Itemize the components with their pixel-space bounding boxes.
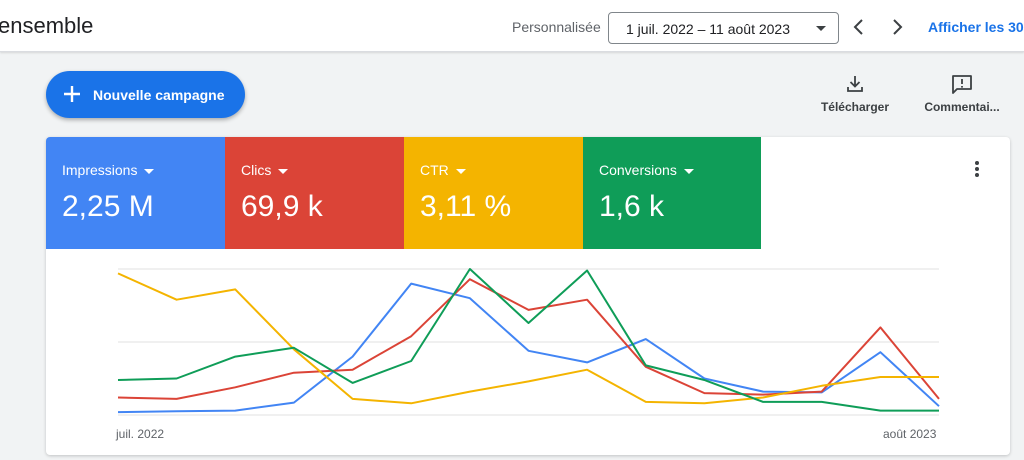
metric-name: Conversions	[599, 162, 677, 178]
metric-value: 1,6 k	[599, 190, 665, 223]
top-bar: ensemble Personnalisée 1 juil. 2022 – 11…	[0, 0, 1024, 52]
chevron-right-icon	[893, 19, 903, 35]
download-label: Télécharger	[820, 100, 890, 114]
x-tick-label-end: août 2023	[883, 427, 937, 441]
metric-impressions[interactable]: Impressions 2,25 M	[46, 137, 225, 249]
date-range-value: 1 juil. 2022 – 11 août 2023	[626, 21, 790, 37]
dropdown-caret-icon	[816, 26, 826, 31]
performance-line-chart	[117, 268, 940, 416]
date-range-select[interactable]: 1 juil. 2022 – 11 août 2023	[608, 12, 839, 44]
comments-label: Commentai...	[924, 100, 1000, 114]
metric-ctr[interactable]: CTR 3,11 %	[404, 137, 583, 249]
dropdown-caret-icon	[144, 168, 155, 174]
show-last-30-link[interactable]: Afficher les 30	[928, 19, 1024, 35]
series-line-clics	[117, 278, 940, 400]
date-range-type-label: Personnalisée	[512, 19, 601, 35]
chevron-left-icon	[853, 19, 863, 35]
metric-value: 2,25 M	[62, 190, 154, 223]
x-tick-label-start: juil. 2022	[116, 427, 165, 441]
more-vert-icon	[975, 161, 979, 165]
metric-name: Impressions	[62, 162, 138, 178]
download-button[interactable]: Télécharger	[818, 74, 892, 114]
metric-name: Clics	[241, 162, 272, 178]
metric-value: 3,11 %	[420, 190, 512, 223]
download-icon	[847, 76, 863, 92]
plus-icon	[64, 86, 80, 102]
dropdown-caret-icon	[683, 168, 694, 174]
new-campaign-label: Nouvelle campagne	[93, 87, 225, 103]
comments-button[interactable]: Commentai...	[921, 74, 1003, 114]
metric-conversions[interactable]: Conversions 1,6 k	[583, 137, 761, 249]
metric-name: CTR	[420, 162, 449, 178]
dropdown-caret-icon	[278, 168, 289, 174]
comment-alert-icon	[952, 75, 972, 94]
more-options-button[interactable]	[972, 161, 982, 183]
new-campaign-button[interactable]: Nouvelle campagne	[46, 71, 245, 118]
page-title: ensemble	[0, 13, 94, 38]
next-period-button[interactable]	[886, 16, 908, 38]
previous-period-button[interactable]	[848, 16, 870, 38]
series-line-ctr	[117, 272, 939, 405]
metric-clicks[interactable]: Clics 69,9 k	[225, 137, 404, 249]
dropdown-caret-icon	[455, 168, 466, 174]
performance-card: Impressions 2,25 M Clics 69,9 k CTR 3,11…	[46, 137, 1010, 455]
metric-value: 69,9 k	[241, 190, 323, 223]
series-line-conversions	[117, 268, 939, 412]
